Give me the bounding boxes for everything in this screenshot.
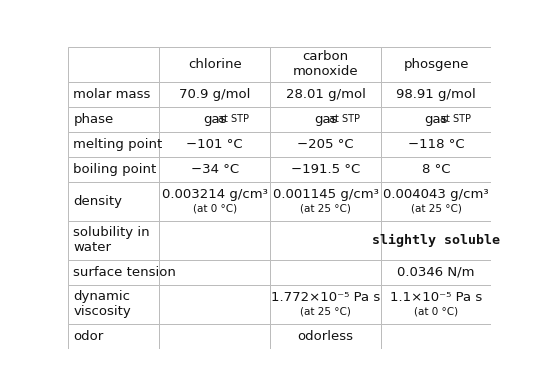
Bar: [270, 82, 381, 107]
Text: molar mass: molar mass: [73, 88, 151, 101]
Bar: [381, 107, 491, 132]
Text: odor: odor: [73, 330, 104, 343]
Bar: [68, 182, 159, 221]
Text: −191.5 °C: −191.5 °C: [291, 163, 360, 176]
Text: boiling point: boiling point: [73, 163, 157, 176]
Bar: [68, 221, 159, 260]
Text: carbon
monoxide: carbon monoxide: [293, 51, 358, 78]
Bar: [68, 82, 159, 107]
Bar: [159, 221, 270, 260]
Bar: [270, 182, 381, 221]
Bar: [159, 132, 270, 157]
Bar: [68, 107, 159, 132]
Text: at STP: at STP: [440, 114, 471, 124]
Text: slightly soluble: slightly soluble: [372, 234, 500, 247]
Bar: [381, 157, 491, 182]
Text: 8 °C: 8 °C: [422, 163, 450, 176]
Bar: [68, 285, 159, 324]
Bar: [381, 260, 491, 285]
Text: 98.91 g/mol: 98.91 g/mol: [396, 88, 476, 101]
Bar: [381, 82, 491, 107]
Bar: [381, 182, 491, 221]
Text: −118 °C: −118 °C: [408, 138, 465, 151]
Text: (at 0 °C): (at 0 °C): [414, 307, 458, 316]
Bar: [270, 107, 381, 132]
Text: −205 °C: −205 °C: [297, 138, 354, 151]
Text: phosgene: phosgene: [403, 58, 469, 71]
Text: −101 °C: −101 °C: [186, 138, 243, 151]
Text: phase: phase: [73, 113, 114, 126]
Text: 1.1×10⁻⁵ Pa s: 1.1×10⁻⁵ Pa s: [390, 291, 482, 304]
Text: 70.9 g/mol: 70.9 g/mol: [179, 88, 251, 101]
Text: (at 0 °C): (at 0 °C): [193, 203, 237, 214]
Bar: [159, 47, 270, 82]
Bar: [381, 285, 491, 324]
Text: solubility in
water: solubility in water: [73, 227, 150, 254]
Text: 28.01 g/mol: 28.01 g/mol: [286, 88, 365, 101]
Text: (at 25 °C): (at 25 °C): [300, 203, 351, 214]
Text: 0.001145 g/cm³: 0.001145 g/cm³: [272, 188, 378, 201]
Bar: [381, 221, 491, 260]
Bar: [159, 82, 270, 107]
Text: dynamic
viscosity: dynamic viscosity: [73, 290, 131, 318]
Bar: [270, 47, 381, 82]
Bar: [159, 182, 270, 221]
Bar: [159, 107, 270, 132]
Bar: [68, 157, 159, 182]
Text: chlorine: chlorine: [188, 58, 241, 71]
Bar: [159, 324, 270, 349]
Bar: [270, 324, 381, 349]
Bar: [381, 132, 491, 157]
Bar: [68, 47, 159, 82]
Text: gas: gas: [424, 113, 448, 126]
Bar: [270, 221, 381, 260]
Bar: [159, 260, 270, 285]
Text: at STP: at STP: [218, 114, 249, 124]
Bar: [159, 157, 270, 182]
Text: 1.772×10⁻⁵ Pa s: 1.772×10⁻⁵ Pa s: [271, 291, 380, 304]
Bar: [68, 260, 159, 285]
Bar: [381, 47, 491, 82]
Bar: [270, 260, 381, 285]
Text: surface tension: surface tension: [73, 266, 176, 279]
Text: 0.0346 N/m: 0.0346 N/m: [397, 266, 475, 279]
Text: odorless: odorless: [298, 330, 353, 343]
Text: density: density: [73, 195, 122, 208]
Bar: [270, 285, 381, 324]
Bar: [159, 285, 270, 324]
Text: 0.003214 g/cm³: 0.003214 g/cm³: [162, 188, 268, 201]
Text: melting point: melting point: [73, 138, 163, 151]
Text: −34 °C: −34 °C: [191, 163, 239, 176]
Bar: [68, 324, 159, 349]
Text: (at 25 °C): (at 25 °C): [411, 203, 461, 214]
Bar: [270, 132, 381, 157]
Text: (at 25 °C): (at 25 °C): [300, 307, 351, 316]
Bar: [381, 324, 491, 349]
Text: gas: gas: [314, 113, 337, 126]
Bar: [270, 157, 381, 182]
Text: gas: gas: [203, 113, 227, 126]
Bar: [68, 132, 159, 157]
Text: at STP: at STP: [329, 114, 360, 124]
Text: 0.004043 g/cm³: 0.004043 g/cm³: [383, 188, 489, 201]
